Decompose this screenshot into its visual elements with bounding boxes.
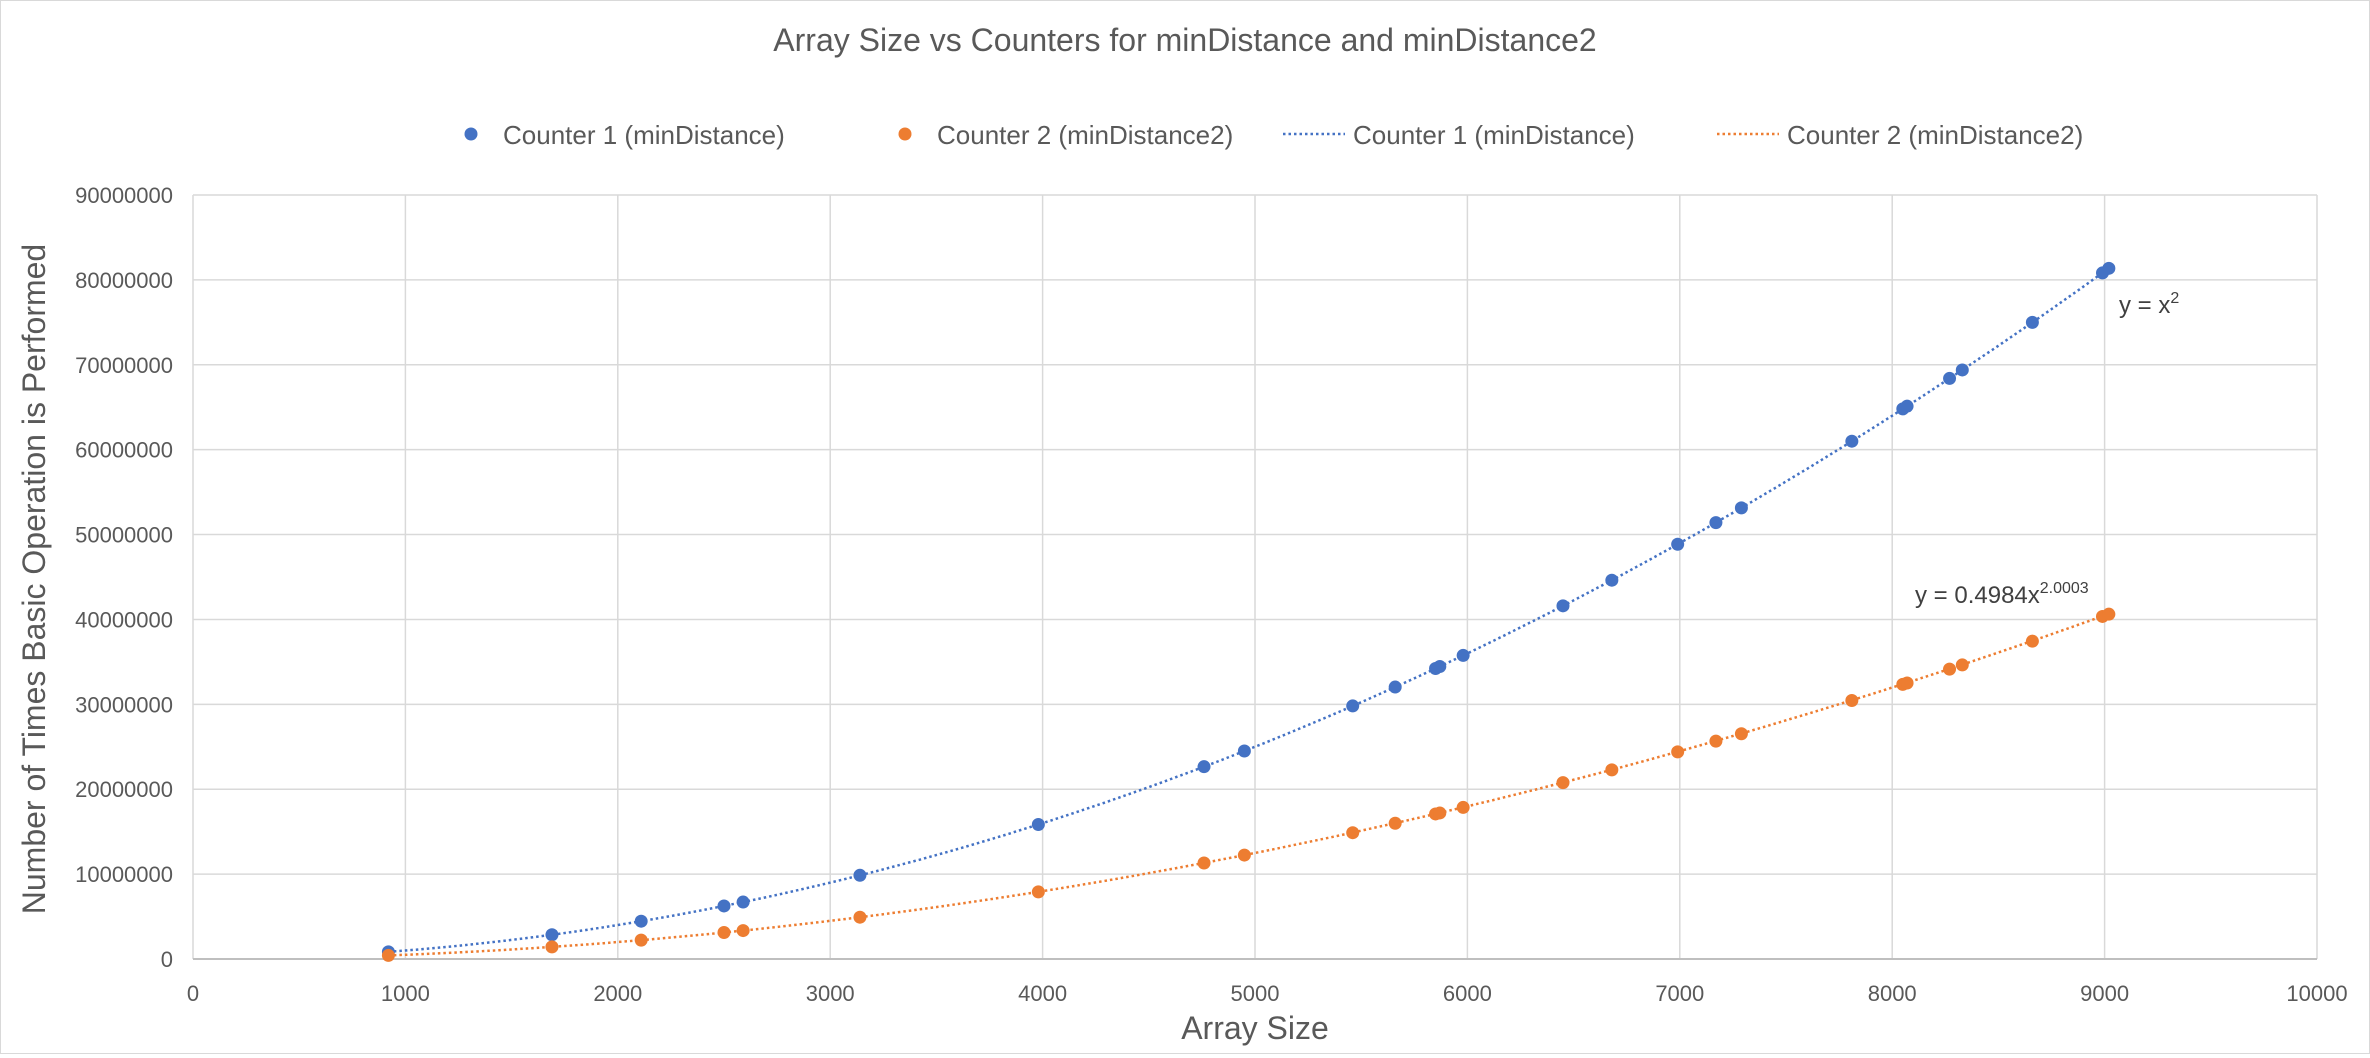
data-points	[381, 261, 2116, 962]
x-tick-label: 3000	[806, 981, 855, 1006]
data-point	[1556, 599, 1570, 613]
y-tick-label: 70000000	[75, 353, 173, 378]
trendline	[388, 267, 2110, 954]
data-point	[1031, 818, 1045, 832]
y-tick-label: 40000000	[75, 607, 173, 632]
data-point	[1605, 573, 1619, 587]
x-axis-label: Array Size	[1181, 1010, 1329, 1046]
data-point	[381, 948, 395, 962]
y-tick-label: 90000000	[75, 183, 173, 208]
y-tick-label: 80000000	[75, 268, 173, 293]
data-point	[1900, 676, 1914, 690]
data-point	[1346, 826, 1360, 840]
y-tick-label: 10000000	[75, 862, 173, 887]
data-point	[634, 914, 648, 928]
data-point	[736, 895, 750, 909]
x-tick-label: 2000	[593, 981, 642, 1006]
trendline-equations: y = x2 y = 0.4984x2.0003	[1915, 290, 2179, 609]
data-point	[545, 940, 559, 954]
data-point	[1433, 659, 1447, 673]
legend-label: Counter 2 (minDistance2)	[937, 120, 1233, 150]
data-point	[1709, 516, 1723, 530]
y-axis-label: Number of Times Basic Operation is Perfo…	[16, 244, 52, 914]
x-tick-label: 1000	[381, 981, 430, 1006]
data-point	[1031, 885, 1045, 899]
data-point	[1943, 662, 1957, 676]
x-tick-label: 10000	[2286, 981, 2347, 1006]
legend-marker	[898, 127, 912, 141]
data-point	[2102, 607, 2116, 621]
data-point	[2025, 315, 2039, 329]
trendline-equation: y = 0.4984x2.0003	[1915, 580, 2089, 609]
data-point	[1556, 776, 1570, 790]
tick-labels: 0 1000 2000 3000 4000 5000 6000 7000 8000 9000 100…	[75, 183, 2347, 1006]
data-point	[1955, 363, 1969, 377]
data-point	[634, 933, 648, 947]
data-point	[1943, 371, 1957, 385]
y-tick-label: 60000000	[75, 438, 173, 463]
x-tick-label: 6000	[1443, 981, 1492, 1006]
data-point	[1900, 399, 1914, 413]
data-point	[1605, 763, 1619, 777]
data-point	[1197, 760, 1211, 774]
x-tick-label: 9000	[2080, 981, 2129, 1006]
data-point	[1237, 744, 1251, 758]
legend-label: Counter 1 (minDistance)	[1353, 120, 1635, 150]
data-point	[1734, 501, 1748, 515]
data-point	[1734, 727, 1748, 741]
data-point	[736, 924, 750, 938]
x-tick-label: 4000	[1018, 981, 1067, 1006]
y-tick-label: 0	[161, 947, 173, 972]
gridlines	[192, 194, 2318, 960]
data-point	[1671, 537, 1685, 551]
data-point	[1388, 680, 1402, 694]
data-point	[717, 899, 731, 913]
legend-marker	[464, 127, 478, 141]
data-point	[1671, 745, 1685, 759]
legend-label: Counter 1 (minDistance)	[503, 120, 785, 150]
data-point	[853, 868, 867, 882]
x-tick-label: 8000	[1868, 981, 1917, 1006]
data-point	[1346, 699, 1360, 713]
x-tick-label: 0	[187, 981, 199, 1006]
data-point	[1388, 816, 1402, 830]
data-point	[717, 926, 731, 940]
legend: Counter 1 (minDistance) Counter 2 (minDis…	[464, 120, 2083, 150]
data-point	[545, 928, 559, 942]
chart-title: Array Size vs Counters for minDistance a…	[773, 22, 1596, 58]
data-point	[1955, 658, 1969, 672]
x-tick-label: 5000	[1231, 981, 1280, 1006]
data-point	[1845, 434, 1859, 448]
data-point	[1456, 800, 1470, 814]
data-point	[2102, 261, 2116, 275]
data-point	[1197, 856, 1211, 870]
data-point	[1433, 806, 1447, 820]
y-tick-label: 50000000	[75, 523, 173, 548]
trendline-equation: y = x2	[2119, 290, 2179, 319]
trendline	[388, 612, 2110, 957]
data-point	[1237, 848, 1251, 862]
legend-label: Counter 2 (minDistance2)	[1787, 120, 2083, 150]
data-point	[1456, 648, 1470, 662]
x-tick-label: 7000	[1655, 981, 1704, 1006]
data-point	[1709, 734, 1723, 748]
data-point	[1845, 693, 1859, 707]
y-tick-label: 30000000	[75, 692, 173, 717]
y-tick-label: 20000000	[75, 777, 173, 802]
data-point	[853, 910, 867, 924]
data-point	[2025, 634, 2039, 648]
